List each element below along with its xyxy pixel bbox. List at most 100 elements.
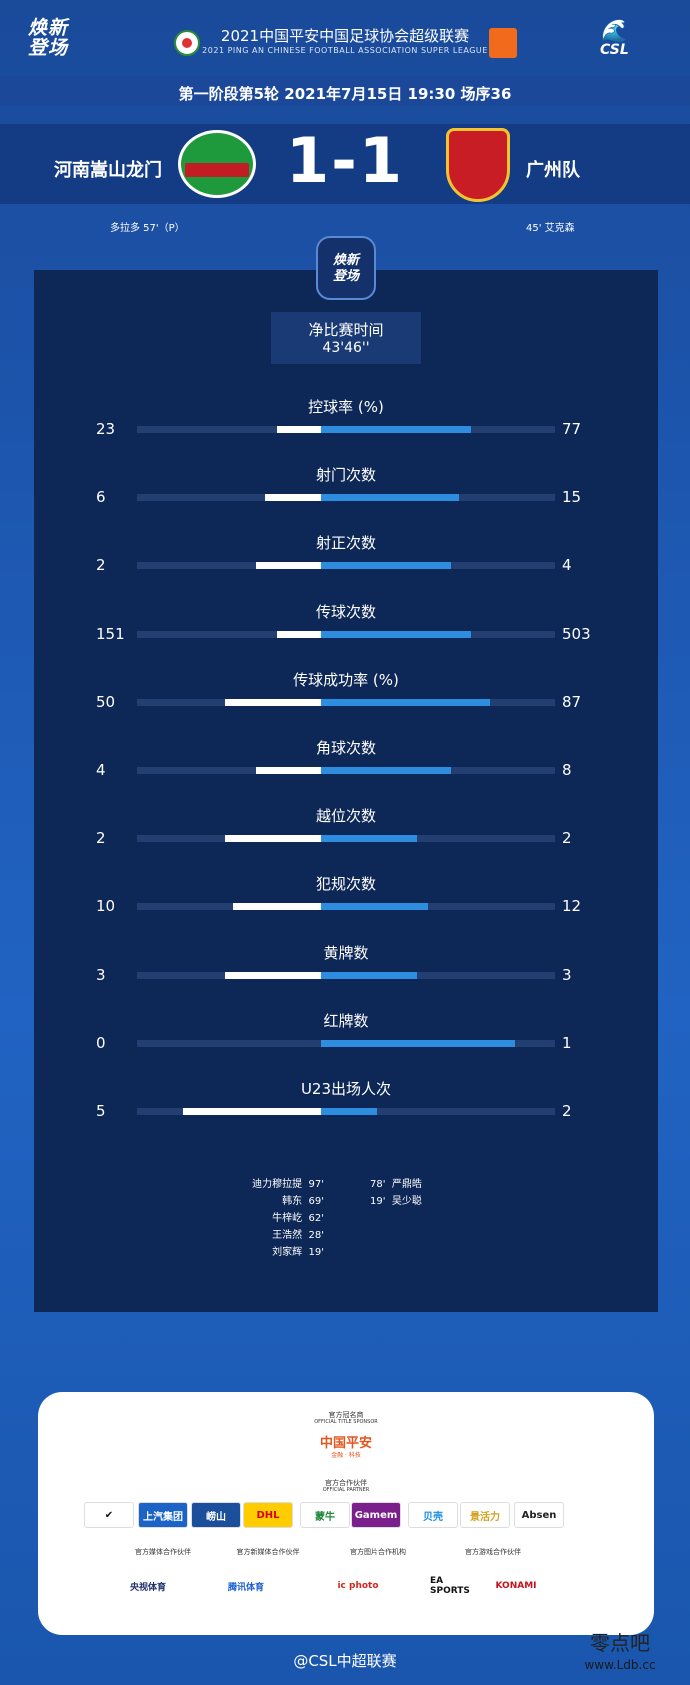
u23-sub-entry: 王浩然 28' — [200, 1227, 324, 1244]
stat-row: 射门次数 6 15 — [34, 464, 658, 536]
stat-away-value: 8 — [562, 761, 572, 779]
sub-name: 刘家辉 — [272, 1247, 303, 1258]
partner-logo: Gamem — [351, 1502, 401, 1528]
partner-logo: 景活力 — [460, 1502, 510, 1528]
stat-home-value: 23 — [96, 420, 116, 438]
stats-panel — [34, 270, 658, 1312]
stat-label: 犯规次数 — [315, 875, 376, 894]
sub-name: 王浩然 — [272, 1230, 303, 1241]
partner-logo: ✔ — [84, 1502, 134, 1528]
stat-label: 红牌数 — [323, 1011, 369, 1030]
match-time-value: 43'46'' — [322, 340, 370, 356]
stat-label: 传球成功率 (%) — [293, 670, 399, 689]
partner-logo: Absen — [514, 1502, 564, 1528]
csl-swirl-icon: 🌊 — [600, 19, 628, 44]
sub-name: 迪力穆拉提 — [252, 1179, 303, 1190]
stat-home-bar — [277, 630, 321, 638]
sub-name: 严鼎皓 — [391, 1179, 422, 1190]
stat-label: U23出场人次 — [300, 1080, 392, 1098]
media-partner-label: 官方媒体合作伙伴 — [135, 1548, 191, 1556]
stat-row: 传球次数 151 503 — [34, 601, 658, 673]
panel-badge: 焕新 登场 — [316, 236, 376, 300]
weibo-handle: @CSL中超联赛 — [293, 1652, 397, 1670]
u23-sub-entry: 19' 吴少聪 — [370, 1193, 450, 1210]
stat-label: 传球次数 — [315, 602, 376, 621]
stat-home-value: 151 — [96, 624, 125, 643]
stat-away-value: 87 — [562, 692, 582, 711]
u23-sub-entry: 刘家辉 19' — [200, 1244, 324, 1261]
stat-home-bar — [264, 494, 321, 502]
stat-home-value: 5 — [96, 1102, 106, 1120]
stat-home-bar — [224, 835, 321, 843]
stat-home-bar — [224, 971, 321, 979]
stat-label: 黄牌数 — [323, 943, 369, 962]
away-team-crest-icon — [446, 128, 510, 202]
cfa-emblem-icon — [174, 30, 200, 56]
round-info: 第一阶段第5轮 2021年7月15日 19:30 场序36 — [178, 85, 512, 103]
stat-away-value: 15 — [562, 488, 582, 507]
u23-subs-away: 78' 严鼎皓 19' 吴少聪 — [370, 1176, 450, 1210]
stat-row: 控球率 (%) 23 77 — [34, 396, 658, 468]
media-partner-logo: 央视体育 — [129, 1582, 166, 1593]
stat-away-bar — [321, 698, 491, 706]
away-scorer: 45' 艾克森 — [526, 223, 575, 234]
sub-minute: 78' — [370, 1179, 386, 1190]
stat-away-value: 2 — [562, 1102, 572, 1120]
stat-away-value: 4 — [562, 556, 572, 575]
title-sponsor-label: 官方冠名商 — [328, 1411, 364, 1419]
stat-away-bar — [321, 767, 451, 774]
stat-away-value: 2 — [562, 829, 572, 848]
stat-home-value: 4 — [96, 761, 106, 779]
stat-label: 越位次数 — [315, 807, 376, 826]
u23-sub-entry: 迪力穆拉提 97' — [200, 1176, 324, 1193]
u23-subs-home: 迪力穆拉提 97' 韩东 69' 牛梓屹 62' 王浩然 28' 刘家辉 19' — [200, 1176, 324, 1261]
stat-home-bar — [224, 698, 321, 706]
home-scorer: 多拉多 57'（P） — [110, 223, 185, 234]
stat-away-value: 12 — [562, 897, 582, 916]
league-title: 2021中国平安中国足球协会超级联赛 — [220, 27, 470, 45]
sponsor-card: 官方冠名商 OFFICIAL TITLE SPONSOR 中国平安 金融 · 科… — [38, 1392, 654, 1635]
partner-logo: DHL — [243, 1502, 293, 1528]
partners-sub: OFFICIAL PARTNER — [322, 1487, 370, 1493]
stat-away-bar — [321, 835, 418, 843]
stat-label: 角球次数 — [315, 739, 376, 757]
partners-label: 官方合作伙伴 — [325, 1479, 367, 1487]
stat-home-value: 2 — [96, 829, 106, 848]
stat-away-bar — [321, 426, 472, 433]
stat-row: 传球成功率 (%) 50 87 — [34, 669, 658, 741]
sub-minute: 97' — [308, 1179, 324, 1190]
stat-away-value: 1 — [562, 1033, 572, 1052]
media-partner-label: 官方新媒体合作伙伴 — [236, 1548, 300, 1556]
stat-home-value: 0 — [96, 1033, 106, 1052]
league-subtitle: 2021 PING AN CHINESE FOOTBALL ASSOCIATIO… — [202, 46, 488, 55]
u23-sub-entry: 韩东 69' — [200, 1193, 324, 1210]
home-team-name: 河南嵩山龙门 — [54, 160, 162, 181]
u23-sub-entry: 牛梓屹 62' — [200, 1210, 324, 1227]
sub-name: 韩东 — [282, 1196, 303, 1207]
stat-label: 射门次数 — [315, 466, 376, 485]
stat-home-bar — [183, 1108, 321, 1115]
score-band — [0, 124, 690, 204]
stat-away-bar — [321, 562, 451, 570]
sub-minute: 69' — [308, 1196, 324, 1207]
stat-home-bar — [233, 903, 321, 911]
stat-away-bar — [321, 1039, 516, 1047]
stat-home-value: 6 — [96, 488, 106, 507]
title-sponsor-sub: OFFICIAL TITLE SPONSOR — [314, 1419, 378, 1425]
stat-away-value: 3 — [562, 965, 572, 984]
sub-name: 吴少聪 — [391, 1196, 422, 1207]
stat-row: 犯规次数 10 12 — [34, 873, 658, 945]
stat-row: 黄牌数 3 3 — [34, 942, 658, 1014]
partner-logo: 崂山 — [191, 1502, 241, 1528]
stat-row: 红牌数 0 1 — [34, 1010, 658, 1082]
stat-row: 角球次数 4 8 — [34, 737, 658, 809]
stat-away-bar — [321, 1108, 378, 1115]
brand-logo: 焕新 登场 — [28, 17, 69, 59]
stat-label: 射正次数 — [315, 534, 376, 553]
stat-label: 控球率 (%) — [308, 398, 384, 416]
media-partner-logo: EA SPORTS — [430, 1576, 470, 1596]
media-partner-label: 官方游戏合作伙伴 — [465, 1548, 521, 1556]
media-partner-logo: KONAMI — [495, 1581, 537, 1591]
ping-an-badge-icon — [489, 28, 517, 58]
sub-minute: 28' — [308, 1230, 324, 1241]
